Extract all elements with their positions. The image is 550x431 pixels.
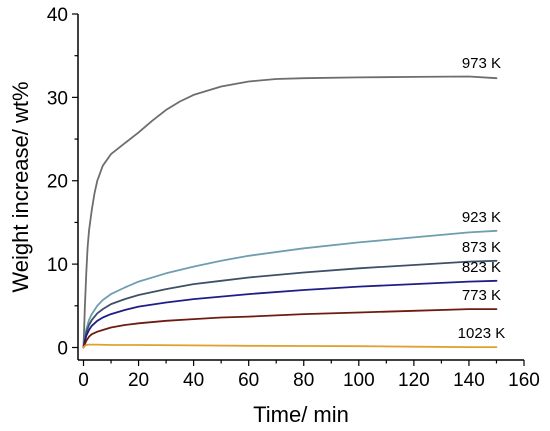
series-layer: 973 K 923 K 873 K 823 K 773 K 1023 K — [82, 55, 506, 349]
x-tick-label: 60 — [238, 370, 259, 391]
series-line-923k — [82, 229, 498, 349]
x-tick-label: 140 — [453, 370, 485, 391]
series-label-873k: 873 K — [462, 239, 501, 256]
y-tick-label: 40 — [47, 5, 68, 26]
x-tick-label: 100 — [343, 370, 375, 391]
series-label-923k: 923 K — [462, 209, 501, 226]
series-label-1023k: 1023 K — [458, 325, 506, 342]
series-line-773k — [82, 308, 498, 349]
series-line-1023k — [82, 343, 498, 349]
series-label-973k: 973 K — [462, 55, 501, 72]
series-line-973k — [82, 75, 498, 349]
y-tick-label: 10 — [47, 255, 68, 276]
y-tick-label: 0 — [57, 338, 68, 359]
series-line-823k — [82, 279, 498, 349]
series-label-823k: 823 K — [462, 259, 501, 276]
x-tick-label: 80 — [293, 370, 314, 391]
x-tick-label: 160 — [508, 370, 540, 391]
series-label-773k: 773 K — [462, 287, 501, 304]
x-axis-title: Time/ min — [253, 402, 349, 427]
y-tick-label: 30 — [47, 88, 68, 109]
x-tick-label: 40 — [183, 370, 204, 391]
x-tick-label: 0 — [78, 370, 89, 391]
axes-layer: 0 20 40 60 80 100 120 140 160 0 10 20 30 40 — [47, 5, 540, 391]
y-axis-title: Weight increase/ wt% — [8, 81, 33, 292]
x-tick-label: 120 — [398, 370, 430, 391]
y-tick-label: 20 — [47, 172, 68, 193]
x-tick-label: 20 — [128, 370, 149, 391]
series-line-873k — [82, 259, 498, 349]
